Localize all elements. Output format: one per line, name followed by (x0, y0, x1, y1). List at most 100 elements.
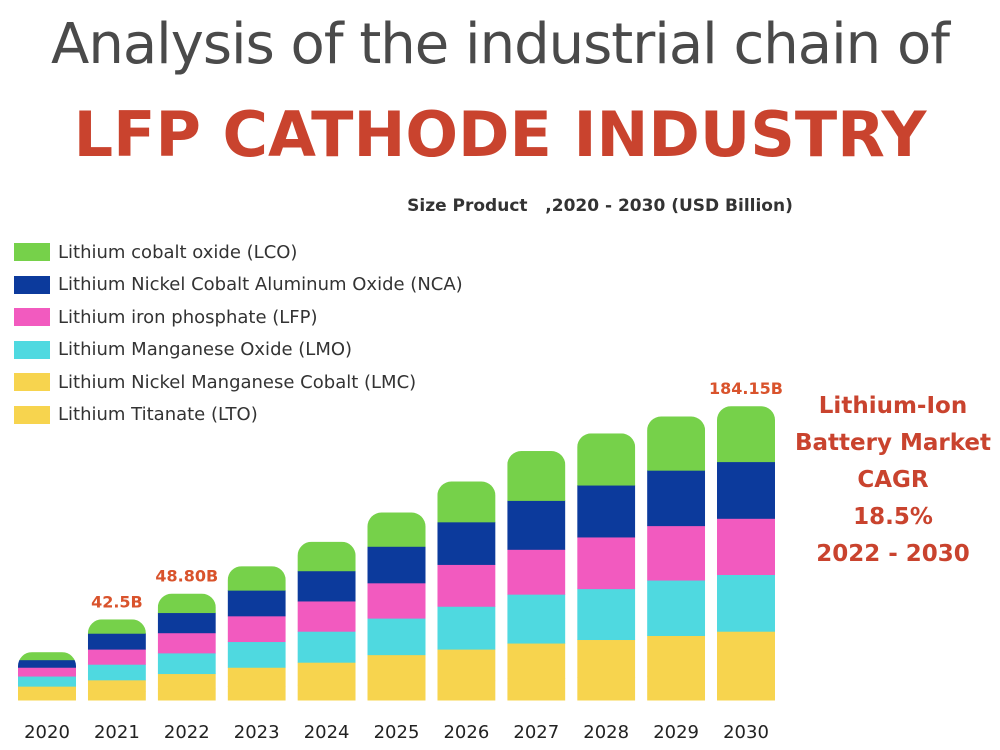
bar-segment-2022-lithium-manganese-oxide-lmo (157, 652, 216, 675)
data-label-2021: 42.5B (91, 592, 143, 611)
bar-2024 (297, 541, 356, 701)
cagr-line-4: 18.5% (853, 504, 933, 530)
bar-segment-2020-lithium-nickel-manganese-cobalt-lmc (18, 686, 76, 695)
bar-2025 (367, 512, 426, 701)
bar-2021 (87, 619, 146, 701)
bar-2022 (157, 593, 216, 701)
legend-item-nca: Lithium Nickel Cobalt Aluminum Oxide (NC… (14, 269, 463, 302)
bar-segment-2022-lithium-nickel-cobalt-aluminum-oxide-nca (157, 612, 216, 634)
bar-segment-2023-lithium-nickel-manganese-cobalt-lmc (227, 667, 286, 687)
bar-segment-2029-lithium-manganese-oxide-lmo (647, 580, 706, 636)
bar-segment-2020-lithium-titanate-lto (18, 693, 76, 701)
chart-subtitle: Size Product ,2020 - 2030 (USD Billion) (407, 196, 793, 216)
legend-item-lfp: Lithium iron phosphate (LFP) (14, 301, 463, 334)
bar-segment-2021-lithium-titanate-lto (87, 691, 146, 701)
bar-2027 (507, 451, 566, 701)
bar-segment-2020-lithium-nickel-cobalt-aluminum-oxide-nca (18, 659, 76, 668)
data-label-2030: 184.15B (709, 379, 783, 398)
bar-segment-2026-lithium-nickel-cobalt-aluminum-oxide-nca (437, 521, 496, 565)
bar-segment-2027-lithium-manganese-oxide-lmo (507, 594, 566, 644)
bar-segment-2026-lithium-cobalt-oxide-lco (437, 481, 496, 523)
legend-item-lco: Lithium cobalt oxide (LCO) (14, 236, 463, 269)
legend-swatch-lmc (14, 373, 50, 392)
bar-segment-2030-lithium-titanate-lto (717, 674, 775, 701)
bar-segment-2025-lithium-titanate-lto (367, 682, 426, 701)
legend-label-lmo: Lithium Manganese Oxide (LMO) (58, 339, 353, 361)
bar-segment-2025-lithium-cobalt-oxide-lco (367, 512, 426, 547)
bar-segment-2027-lithium-cobalt-oxide-lco (507, 451, 566, 501)
bar-segment-2029-lithium-iron-phosphate-lfp (647, 525, 706, 581)
bar-segment-2026-lithium-titanate-lto (437, 680, 496, 701)
bar-segment-2023-lithium-titanate-lto (227, 686, 286, 701)
bar-segment-2027-lithium-nickel-manganese-cobalt-lmc (507, 643, 566, 679)
bar-segment-2030-lithium-iron-phosphate-lfp (717, 518, 775, 576)
bar-segment-2025-lithium-iron-phosphate-lfp (367, 582, 426, 619)
bar-segment-2028-lithium-cobalt-oxide-lco (577, 433, 636, 486)
title-line-1: Analysis of the industrial chain of (51, 12, 950, 77)
data-label-2022: 48.80B (155, 567, 218, 586)
bar-segment-2028-lithium-iron-phosphate-lfp (577, 536, 636, 590)
bar-segment-2022-lithium-nickel-manganese-cobalt-lmc (157, 673, 216, 690)
bar-segment-2026-lithium-iron-phosphate-lfp (437, 564, 496, 607)
bar-2020 (18, 652, 76, 701)
cagr-line-1: Lithium-Ion (818, 393, 968, 419)
x-tick-2027: 2027 (513, 722, 559, 743)
bar-segment-2022-lithium-titanate-lto (157, 688, 216, 701)
legend-label-lto: Lithium Titanate (LTO) (58, 404, 258, 426)
bar-segment-2022-lithium-iron-phosphate-lfp (157, 632, 216, 654)
legend-label-lmc: Lithium Nickel Manganese Cobalt (LMC) (58, 371, 417, 393)
x-tick-2028: 2028 (583, 722, 629, 743)
bar-segment-2030-lithium-cobalt-oxide-lco (717, 406, 775, 463)
bar-segment-2029-lithium-nickel-manganese-cobalt-lmc (647, 635, 706, 677)
legend: Lithium cobalt oxide (LCO) Lithium Nicke… (14, 236, 463, 431)
bar-segment-2023-lithium-iron-phosphate-lfp (227, 615, 286, 643)
bar-segment-2028-lithium-manganese-oxide-lmo (577, 588, 636, 641)
bar-segment-2024-lithium-titanate-lto (297, 684, 356, 701)
legend-swatch-lco (14, 243, 50, 262)
bar-segment-2023-lithium-nickel-cobalt-aluminum-oxide-nca (227, 590, 286, 617)
cagr-line-2: Battery Market (794, 430, 991, 456)
legend-label-nca: Lithium Nickel Cobalt Aluminum Oxide (NC… (58, 274, 463, 296)
title-line-2: LFP CATHODE INDUSTRY (73, 98, 927, 171)
cagr-line-5: 2022 - 2030 (816, 541, 970, 567)
bar-segment-2021-lithium-nickel-cobalt-aluminum-oxide-nca (87, 633, 146, 650)
x-tick-2029: 2029 (653, 722, 699, 743)
bar-segment-2025-lithium-manganese-oxide-lmo (367, 618, 426, 656)
bar-segment-2028-lithium-titanate-lto (577, 677, 636, 701)
bar-segment-2029-lithium-cobalt-oxide-lco (647, 416, 706, 471)
bar-segment-2020-lithium-iron-phosphate-lfp (18, 667, 76, 677)
x-tick-2030: 2030 (723, 722, 769, 743)
bar-segment-2024-lithium-manganese-oxide-lmo (297, 631, 356, 663)
legend-swatch-lmo (14, 340, 50, 359)
bar-segment-2024-lithium-nickel-cobalt-aluminum-oxide-nca (297, 570, 356, 602)
legend-label-lfp: Lithium iron phosphate (LFP) (58, 306, 318, 328)
bar-segment-2025-lithium-nickel-cobalt-aluminum-oxide-nca (367, 546, 426, 584)
x-tick-2022: 2022 (164, 722, 210, 743)
bar-segment-2025-lithium-nickel-manganese-cobalt-lmc (367, 654, 426, 683)
bar-segment-2021-lithium-manganese-oxide-lmo (87, 664, 146, 681)
bar-segment-2024-lithium-nickel-manganese-cobalt-lmc (297, 662, 356, 686)
x-tick-2021: 2021 (94, 722, 140, 743)
bar-2026 (437, 481, 496, 701)
cagr-line-3: CAGR (857, 467, 929, 493)
legend-item-lto: Lithium Titanate (LTO) (14, 399, 463, 432)
bar-segment-2024-lithium-cobalt-oxide-lco (297, 541, 356, 572)
bar-segment-2020-lithium-manganese-oxide-lmo (18, 676, 76, 687)
legend-item-lmo: Lithium Manganese Oxide (LMO) (14, 334, 463, 367)
bar-segment-2023-lithium-cobalt-oxide-lco (227, 566, 286, 591)
bar-segment-2026-lithium-manganese-oxide-lmo (437, 606, 496, 650)
bar-segment-2028-lithium-nickel-cobalt-aluminum-oxide-nca (577, 485, 636, 538)
bar-segment-2021-lithium-cobalt-oxide-lco (87, 619, 146, 634)
bar-segment-2030-lithium-nickel-cobalt-aluminum-oxide-nca (717, 461, 775, 519)
bar-segment-2027-lithium-iron-phosphate-lfp (507, 549, 566, 595)
bar-segment-2021-lithium-iron-phosphate-lfp (87, 649, 146, 665)
cagr-callout: Lithium-Ion Battery Market CAGR 18.5% 20… (790, 388, 996, 573)
bar-segment-2024-lithium-iron-phosphate-lfp (297, 600, 356, 632)
legend-label-lco: Lithium cobalt oxide (LCO) (58, 241, 298, 263)
bar-2023 (227, 566, 286, 701)
bar-2029 (647, 416, 706, 701)
bar-segment-2027-lithium-nickel-cobalt-aluminum-oxide-nca (507, 500, 566, 550)
x-tick-2023: 2023 (234, 722, 280, 743)
bar-segment-2030-lithium-nickel-manganese-cobalt-lmc (717, 631, 775, 676)
